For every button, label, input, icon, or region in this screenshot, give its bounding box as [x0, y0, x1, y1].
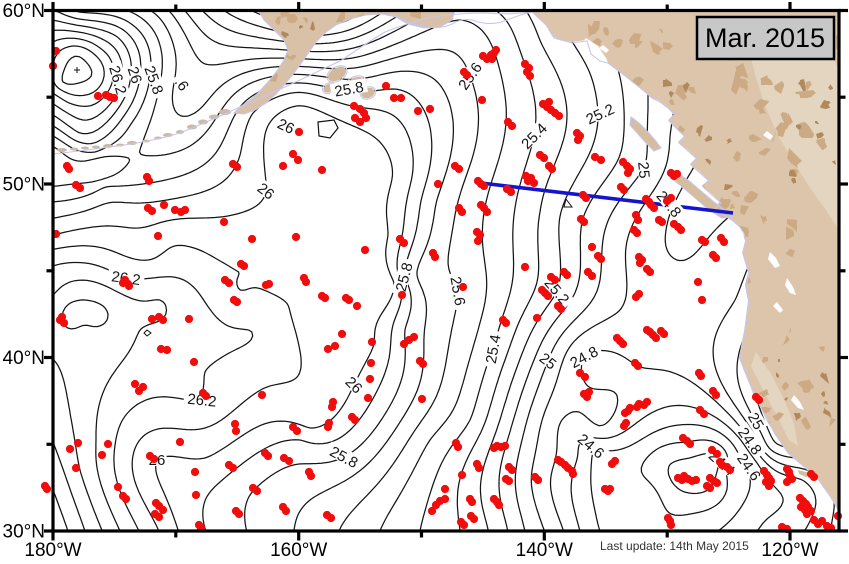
svg-text:25.8: 25.8 [333, 79, 365, 101]
svg-text:160°W: 160°W [270, 540, 327, 561]
svg-text:40°N: 40°N [3, 348, 45, 369]
svg-text:25.4: 25.4 [483, 333, 505, 365]
svg-text:50°N: 50°N [3, 175, 45, 196]
svg-text:26: 26 [342, 374, 366, 398]
svg-text:26: 26 [254, 180, 278, 204]
svg-text:26: 26 [124, 65, 145, 86]
svg-text:140°W: 140°W [516, 540, 573, 561]
svg-text:25: 25 [634, 161, 652, 179]
svg-text:Mar. 2015: Mar. 2015 [705, 23, 825, 53]
svg-text:120°W: 120°W [761, 540, 818, 561]
svg-text:25.6: 25.6 [446, 275, 468, 307]
svg-text:25: 25 [536, 350, 560, 374]
svg-text:60°N: 60°N [3, 1, 45, 22]
svg-text:26: 26 [275, 115, 297, 137]
svg-text:Last update: 14th May 2015: Last update: 14th May 2015 [600, 539, 749, 553]
svg-text:180°W: 180°W [24, 540, 81, 561]
svg-text:30°N: 30°N [3, 522, 45, 543]
svg-text:25.8: 25.8 [393, 261, 417, 294]
svg-text:.6: .6 [171, 74, 192, 94]
